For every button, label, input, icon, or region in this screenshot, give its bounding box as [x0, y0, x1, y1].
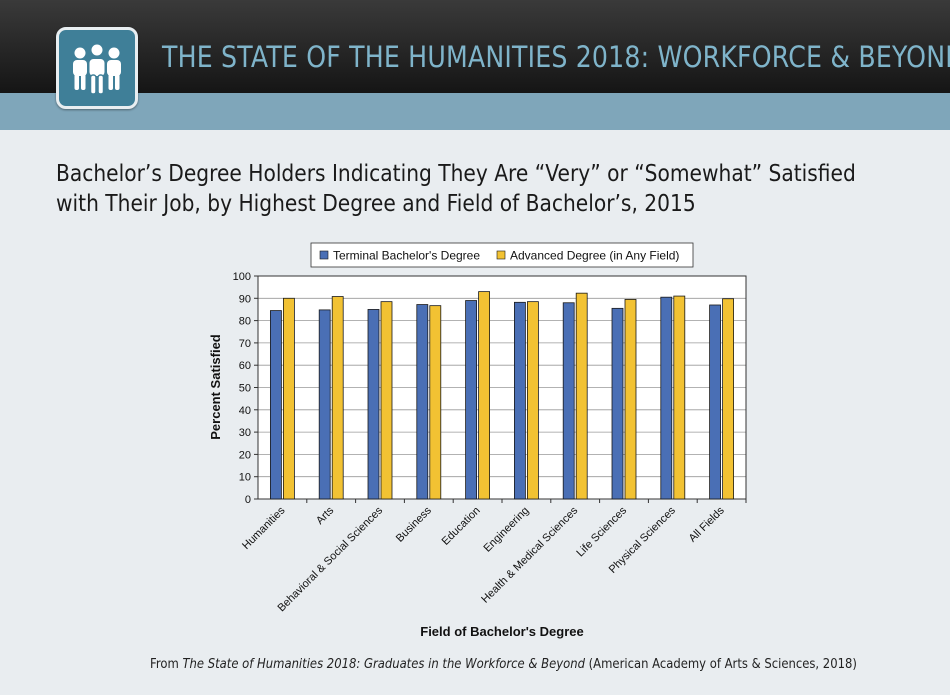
y-axis-title: Percent Satisfied: [208, 334, 223, 440]
bar-advanced: [429, 305, 442, 500]
bar-terminal: [611, 307, 624, 500]
footer-suffix: (American Academy of Arts & Sciences, 20…: [584, 656, 857, 672]
legend-swatch-terminal: [319, 250, 329, 260]
bar-terminal: [269, 310, 282, 500]
y-tick-label: 30: [239, 427, 251, 439]
bar-terminal: [562, 302, 575, 500]
bar-advanced: [624, 299, 637, 500]
source-footer: From The State of Humanities 2018: Gradu…: [150, 656, 857, 672]
y-tick-label: 70: [239, 338, 251, 350]
y-tick-label: 40: [239, 405, 251, 417]
figure-title: Bachelor’s Degree Holders Indicating The…: [56, 158, 856, 218]
bar-advanced: [575, 292, 588, 500]
x-tick-label: Business: [394, 504, 434, 544]
y-tick-label: 0: [245, 494, 251, 506]
y-tick-label: 100: [233, 271, 251, 283]
figure-title-line1: Bachelor’s Degree Holders Indicating The…: [56, 159, 856, 187]
y-tick-label: 10: [239, 472, 251, 484]
bar-terminal: [367, 309, 380, 500]
bar-advanced: [527, 301, 539, 500]
x-tick-label: Arts: [314, 504, 337, 527]
y-tick-label: 80: [239, 316, 251, 328]
y-tick-label: 60: [239, 360, 251, 372]
legend-label-terminal: Terminal Bachelor's Degree: [333, 249, 480, 263]
footer-source-title: The State of Humanities 2018: Graduates …: [182, 656, 585, 672]
bar-advanced: [282, 297, 295, 500]
y-tick-label: 20: [239, 449, 251, 461]
header-subband: [0, 93, 950, 130]
x-axis-title: Field of Bachelor's Degree: [420, 624, 583, 639]
bar-terminal: [514, 301, 526, 500]
x-tick-label: Health & Medical Sciences: [479, 504, 580, 605]
legend-swatch-advanced: [496, 250, 506, 260]
x-tick-label: All Fields: [687, 504, 727, 544]
bar-advanced: [673, 295, 686, 500]
bar-terminal: [416, 304, 429, 500]
header-band: [0, 0, 950, 93]
bar-terminal: [709, 304, 721, 500]
legend-label-advanced: Advanced Degree (in Any Field): [510, 249, 679, 263]
x-tick-label: Behavioral & Social Sciences: [275, 504, 385, 614]
people-group-icon: [73, 42, 121, 95]
y-tick-label: 90: [239, 293, 251, 305]
x-tick-label: Engineering: [482, 505, 532, 555]
y-tick-label: 50: [239, 383, 251, 395]
bar-terminal: [465, 300, 478, 500]
bar-terminal: [318, 309, 331, 500]
bar-advanced: [478, 291, 491, 500]
logo: [56, 27, 138, 109]
bar-advanced: [722, 298, 734, 500]
bar-advanced: [331, 296, 344, 500]
header-title: THE STATE OF THE HUMANITIES 2018: WORKFO…: [162, 40, 950, 74]
bar-advanced: [380, 301, 393, 500]
footer-prefix: From: [150, 656, 183, 672]
x-tick-label: Life Sciences: [574, 504, 629, 559]
figure-title-line2: with Their Job, by Highest Degree and Fi…: [56, 189, 696, 217]
x-tick-label: Education: [440, 505, 483, 548]
bar-terminal: [660, 296, 673, 500]
x-tick-label: Humanities: [240, 504, 288, 552]
